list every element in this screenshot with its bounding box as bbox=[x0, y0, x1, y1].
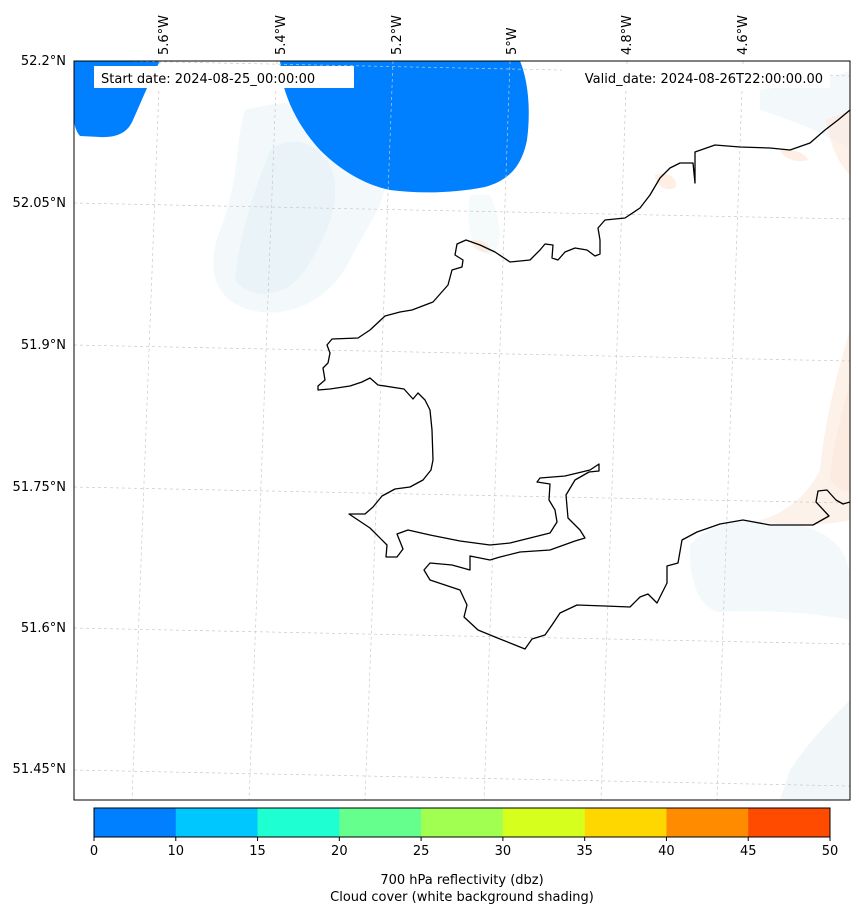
colorbar-label-reflectivity: 700 hPa reflectivity (dbz) bbox=[380, 873, 543, 888]
longitude-labels: 5.6°W 5.4°W 5.2°W 5°W 4.8°W 4.6°W bbox=[157, 15, 751, 55]
colorbar-tick-label: 30 bbox=[495, 844, 512, 859]
lon-label: 5.4°W bbox=[274, 15, 289, 55]
map-area bbox=[74, 61, 850, 800]
lon-label: 4.6°W bbox=[736, 15, 751, 55]
colorbar-swatch bbox=[339, 808, 422, 837]
lat-label: 51.45°N bbox=[13, 762, 66, 777]
colorbar-tick-label: 10 bbox=[168, 844, 185, 859]
cloud-cover-shading bbox=[689, 520, 850, 620]
lon-label: 5.6°W bbox=[157, 15, 172, 55]
colorbar-tick-label: 50 bbox=[822, 844, 839, 859]
lat-label: 51.75°N bbox=[13, 480, 66, 495]
colorbar-tick-label: 35 bbox=[576, 844, 593, 859]
lat-label: 51.9°N bbox=[21, 338, 66, 353]
colorbar-swatch bbox=[94, 808, 177, 837]
colorbar-tick-label: 25 bbox=[413, 844, 430, 859]
lat-label: 52.05°N bbox=[13, 196, 66, 211]
colorbar-swatch bbox=[666, 808, 749, 837]
map-frame bbox=[73, 60, 851, 801]
colorbar-frame bbox=[93, 807, 831, 838]
coastline bbox=[317, 109, 850, 650]
lat-label: 51.6°N bbox=[21, 621, 66, 636]
colorbar-tick-label: 40 bbox=[658, 844, 675, 859]
colorbar-swatch bbox=[748, 808, 831, 837]
cloud-cover-shading bbox=[235, 141, 336, 294]
colorbar-swatch bbox=[421, 808, 504, 837]
colorbar-tick-label: 0 bbox=[90, 844, 98, 859]
reflectivity-light-shading bbox=[825, 110, 850, 175]
latitude-labels: 52.2°N 52.05°N 51.9°N 51.75°N 51.6°N 51.… bbox=[13, 54, 66, 777]
colorbar-tick-label: 45 bbox=[740, 844, 757, 859]
colorbar-tick-label: 20 bbox=[331, 844, 348, 859]
start-date-box bbox=[94, 66, 354, 88]
start-date-label: Start date: 2024-08-25_00:00:00 bbox=[101, 72, 315, 87]
lat-label: 52.2°N bbox=[21, 54, 66, 69]
valid-date-label: Valid_date: 2024-08-26T22:00:00.00 bbox=[585, 72, 823, 87]
lon-label: 5°W bbox=[505, 27, 520, 55]
colorbar-swatch bbox=[584, 808, 667, 837]
colorbar-tick-label: 15 bbox=[249, 844, 266, 859]
reflectivity-light-shading bbox=[830, 380, 850, 491]
reflectivity-light-shading bbox=[780, 149, 808, 162]
cloud-cover-shading bbox=[780, 700, 850, 800]
colorbar-label-cloud-cover: Cloud cover (white background shading) bbox=[330, 890, 594, 905]
colorbar-swatch bbox=[502, 808, 586, 837]
valid-date-box bbox=[562, 66, 830, 88]
reflectivity-area-north bbox=[280, 61, 529, 193]
lon-label: 5.2°W bbox=[390, 15, 405, 55]
cloud-cover-shading bbox=[760, 70, 850, 150]
reflectivity-light-shading bbox=[760, 330, 850, 525]
lon-label: 4.8°W bbox=[620, 15, 635, 55]
colorbar-swatch bbox=[257, 808, 340, 837]
colorbar-swatch bbox=[175, 808, 259, 837]
colorbar bbox=[94, 808, 831, 837]
colorbar-ticks: 0 10 15 20 25 30 35 40 45 50 bbox=[90, 837, 838, 859]
